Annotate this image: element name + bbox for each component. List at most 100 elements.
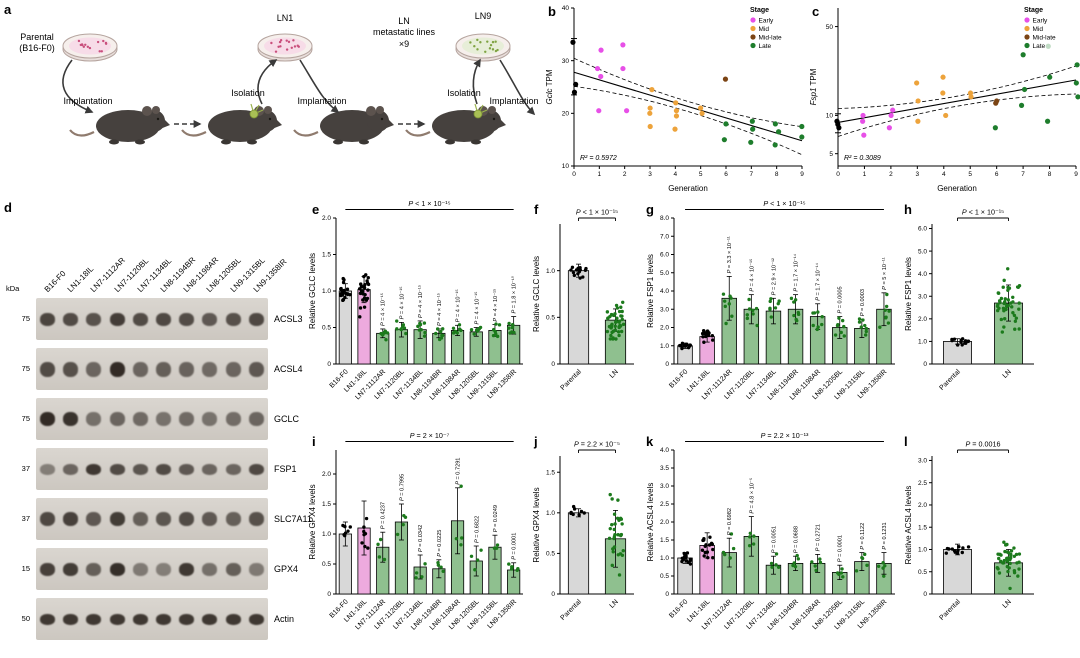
r-squared: R² = 0.5972 xyxy=(580,155,617,162)
data-dot xyxy=(728,556,732,560)
global-p-label: P = 2.2 × 10⁻¹³ xyxy=(761,431,809,440)
blot-row-fsp1: 37 FSP1 xyxy=(2,448,306,490)
data-dot xyxy=(996,552,1000,556)
protein-band xyxy=(179,361,195,377)
kda-header: kDa xyxy=(6,284,20,293)
data-dot xyxy=(395,327,399,331)
p-italic: P xyxy=(408,199,413,208)
bar-p-label: P = 4 × 10⁻¹⁵ xyxy=(748,259,755,292)
kda-marker: 50 xyxy=(21,614,30,623)
protein-band xyxy=(156,562,171,576)
scatter-point-early xyxy=(860,118,866,124)
scatter-point-mid xyxy=(699,110,705,116)
protein-band xyxy=(248,361,264,377)
data-dot xyxy=(584,266,588,271)
data-dot xyxy=(1003,317,1007,321)
data-dot xyxy=(961,546,965,550)
data-dot xyxy=(617,333,621,338)
bar-p-label: P = 4 × 10⁻¹⁵ xyxy=(380,293,387,326)
protein-band xyxy=(109,613,125,625)
data-dot xyxy=(999,317,1004,322)
times-nine-label: ×9 xyxy=(399,39,409,49)
y-tick-label: 2.0 xyxy=(918,502,927,509)
data-dot xyxy=(679,343,683,348)
global-p-label: P < 1 × 10⁻¹⁵ xyxy=(576,208,618,217)
x-tick-label: 3 xyxy=(916,171,920,178)
data-dot xyxy=(1017,560,1021,564)
protein-band xyxy=(86,512,102,526)
data-dot xyxy=(839,330,843,335)
p-italic: P xyxy=(749,510,755,514)
data-dot xyxy=(613,320,618,325)
scatter-point-early xyxy=(888,112,894,119)
data-dot xyxy=(818,557,822,561)
cell-colony-dot xyxy=(96,40,100,44)
scatter-point-late xyxy=(721,137,727,143)
data-dot xyxy=(839,571,844,575)
cell-colony-dot xyxy=(476,48,479,51)
p-rest: = 0.1122 xyxy=(860,523,866,546)
data-dot xyxy=(610,522,614,527)
data-dot xyxy=(703,334,708,339)
mouse-with-tumor xyxy=(405,103,506,145)
bar-p-label: P = 0.0001 xyxy=(512,533,518,560)
protein-band xyxy=(109,562,125,576)
scatter-point-early xyxy=(594,65,601,72)
panel-label-j: j xyxy=(534,434,538,449)
protein-band xyxy=(63,312,79,326)
cell-colony-dot xyxy=(82,45,86,48)
process-arrow xyxy=(499,59,536,116)
data-dot xyxy=(611,550,615,554)
kda-marker: 15 xyxy=(21,564,30,573)
data-dot xyxy=(619,517,624,521)
protein-band xyxy=(132,613,148,625)
data-dot xyxy=(680,559,684,564)
data-dot xyxy=(570,265,575,270)
data-dot xyxy=(865,563,869,567)
y-axis-title: Gclc TPM xyxy=(545,69,554,104)
data-dot xyxy=(751,542,756,546)
protein-band xyxy=(156,463,171,475)
data-dot xyxy=(459,543,463,547)
data-dot xyxy=(343,531,348,535)
data-dot xyxy=(747,543,752,548)
data-dot xyxy=(361,292,365,296)
scatter-point-late xyxy=(1075,94,1080,100)
data-dot xyxy=(366,546,370,550)
data-dot xyxy=(404,331,408,336)
data-dot xyxy=(997,306,1001,310)
x-axis-title: Generation xyxy=(937,184,977,193)
scatter-point-late xyxy=(749,118,755,124)
bar-p-label: P = 4 × 10⁻¹⁵ xyxy=(455,289,462,322)
protein-band xyxy=(225,613,241,625)
mouse-snout xyxy=(496,117,506,129)
scatter-point-parental xyxy=(570,39,576,45)
cell-colony-dot xyxy=(277,45,280,49)
data-dot xyxy=(999,553,1003,557)
fit-line xyxy=(837,79,1077,124)
p-italic: P xyxy=(860,312,866,316)
x-tick-label: 6 xyxy=(995,171,999,178)
legend-label: Late xyxy=(1033,43,1046,50)
data-dot xyxy=(616,330,621,334)
mouse-snout xyxy=(272,117,282,129)
data-dot xyxy=(434,331,438,336)
global-p-label: P < 1 × 10⁻¹⁵ xyxy=(408,199,450,208)
data-dot xyxy=(996,291,1001,295)
data-dot xyxy=(685,551,690,555)
protein-band xyxy=(63,512,79,526)
data-dot xyxy=(840,318,845,323)
cell-colony-dot xyxy=(88,46,92,50)
y-tick-label: 1.0 xyxy=(660,343,669,350)
p-rest: = 2.2 × 10⁻⁵ xyxy=(579,440,620,449)
data-dot xyxy=(703,550,707,555)
y-tick-label: 0 xyxy=(923,361,927,368)
data-dot xyxy=(472,332,476,336)
data-dot xyxy=(613,324,617,328)
data-dot xyxy=(577,513,581,517)
data-dot xyxy=(457,323,462,327)
data-dot xyxy=(997,571,1002,575)
data-dot xyxy=(357,287,362,291)
y-tick-label: 4.0 xyxy=(660,288,669,295)
